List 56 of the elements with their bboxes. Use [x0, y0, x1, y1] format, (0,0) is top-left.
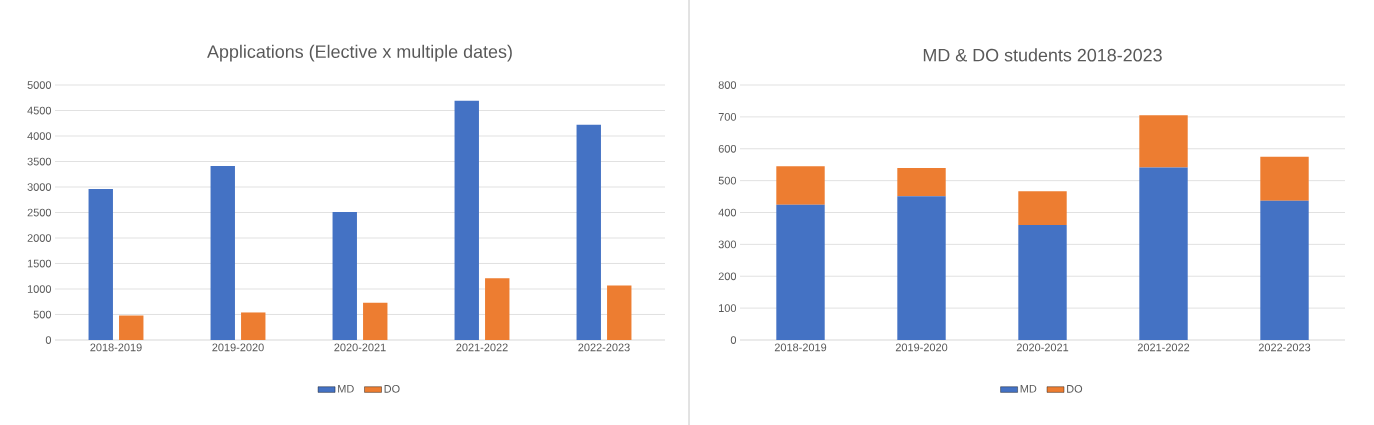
- bar: [576, 124, 601, 340]
- x-tick-label: 2018-2019: [774, 343, 827, 352]
- bar: [1018, 224, 1067, 340]
- bar: [1260, 156, 1309, 201]
- legend-label: MD: [1020, 385, 1037, 393]
- y-tick-label: 3000: [27, 183, 52, 191]
- bar: [210, 166, 235, 340]
- y-tick-label: 1500: [27, 259, 52, 268]
- legend-label: DO: [1067, 384, 1083, 393]
- bar: [363, 302, 388, 340]
- bar: [897, 167, 946, 197]
- bar: [241, 312, 266, 340]
- bar: [897, 196, 946, 340]
- y-tick-label: 600: [718, 144, 737, 153]
- x-tick-label: 2019-2020: [212, 343, 264, 352]
- legend-label: MD: [338, 385, 354, 393]
- bar: [776, 166, 825, 205]
- x-tick-label: 2021-2022: [1137, 343, 1190, 352]
- bar: [88, 189, 113, 340]
- y-tick-label: 0: [45, 336, 52, 344]
- bar: [454, 100, 479, 340]
- x-tick-label: 2019-2020: [895, 343, 948, 352]
- y-tick-label: 0: [730, 336, 737, 344]
- y-tick-label: 1000: [27, 285, 52, 293]
- x-tick-label: 2020-2021: [1016, 343, 1069, 352]
- bar: [485, 278, 510, 340]
- y-tick-label: 200: [718, 272, 737, 281]
- bar: [776, 204, 825, 340]
- y-tick-label: 500: [33, 310, 52, 319]
- y-tick-label: 700: [718, 113, 737, 121]
- y-tick-label: 4000: [27, 132, 52, 140]
- y-tick-label: 100: [719, 304, 737, 313]
- y-tick-label: 2500: [27, 208, 52, 217]
- y-tick-label: 3500: [27, 157, 52, 166]
- y-tick-label: 500: [718, 176, 737, 185]
- legend-label: DO: [384, 385, 400, 393]
- bar: [607, 285, 632, 340]
- y-tick-label: 400: [718, 208, 737, 217]
- y-tick-label: 5000: [27, 81, 52, 89]
- bar: [1139, 115, 1188, 168]
- bar: [119, 315, 144, 340]
- x-tick-label: 2020-2021: [334, 343, 386, 352]
- bar: [1260, 200, 1309, 340]
- bar: [1018, 191, 1067, 225]
- y-tick-label: 2000: [27, 234, 52, 242]
- chart-title: MD & DO students 2018-2023: [923, 48, 1162, 62]
- chart-title: Applications (Elective x multiple dates): [207, 44, 512, 62]
- y-tick-label: 300: [718, 240, 737, 249]
- x-tick-label: 2018-2019: [90, 343, 142, 352]
- bar: [1139, 167, 1188, 340]
- x-tick-label: 2022-2023: [1258, 343, 1311, 352]
- y-tick-label: 800: [718, 81, 737, 89]
- x-tick-label: 2021-2022: [456, 343, 508, 352]
- y-tick-label: 4500: [27, 106, 52, 115]
- x-tick-label: 2022-2023: [578, 343, 630, 352]
- bar: [332, 211, 357, 340]
